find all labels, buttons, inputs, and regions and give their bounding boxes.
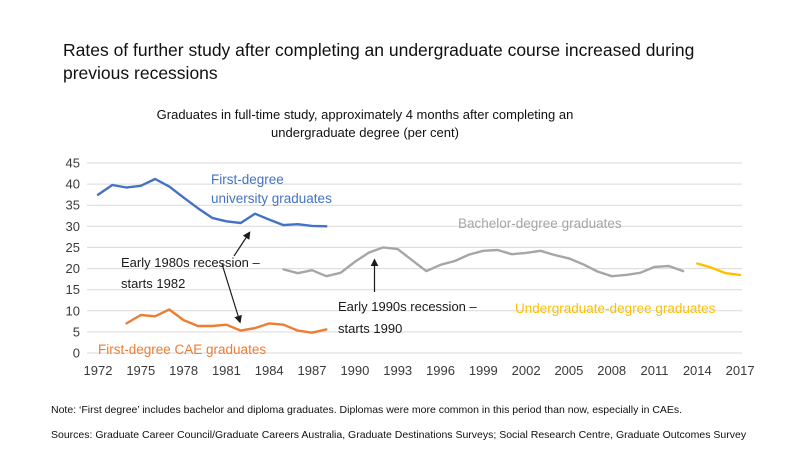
x-tick-label: 1990 bbox=[340, 363, 369, 378]
series-lines bbox=[96, 177, 742, 334]
series-line-first-degree-cae-graduates bbox=[125, 308, 328, 334]
annotation-text-early-1980s-recession: Early 1980s recession – bbox=[121, 255, 261, 270]
series-line-undergraduate-degree-graduates bbox=[696, 262, 742, 277]
annotation-text-early-1990s-recession: starts 1990 bbox=[338, 321, 402, 336]
axis-labels: 0 5 10 15 20 25 30 35 40 45 1972 1975 1978 1981 1984 19… bbox=[66, 156, 755, 379]
x-tick-label: 2002 bbox=[512, 363, 541, 378]
sources-text: Sources: Graduate Career Council/Graduat… bbox=[51, 429, 747, 441]
annotation-text-early-1980s-recession: starts 1982 bbox=[121, 276, 185, 291]
series-labels: First-degree university graduates Bachelor… bbox=[98, 172, 716, 357]
x-tick-label: 1978 bbox=[169, 363, 198, 378]
series-label-first-degree-cae: First-degree CAE graduates bbox=[98, 342, 266, 357]
series-line-first-degree-university-graduates bbox=[96, 177, 328, 228]
chart-subtitle: Graduates in full-time study, approximat… bbox=[156, 107, 574, 140]
annotations: Early 1980s recession – starts 1982 Early … bbox=[121, 231, 478, 336]
x-tick-label: 2008 bbox=[597, 363, 626, 378]
x-tick-label: 2017 bbox=[726, 363, 755, 378]
annotation-text-early-1990s-recession: Early 1990s recession – bbox=[338, 299, 478, 314]
gridlines bbox=[87, 162, 742, 354]
annotation-arrow-early-1980s-recession bbox=[233, 231, 251, 257]
x-tick-label: 2014 bbox=[683, 363, 712, 378]
x-tick-label: 1993 bbox=[383, 363, 412, 378]
y-tick-label: 10 bbox=[66, 303, 80, 318]
page-title: Rates of further study after completing … bbox=[63, 40, 695, 83]
y-tick-label: 0 bbox=[73, 346, 80, 361]
y-tick-label: 35 bbox=[66, 198, 80, 213]
x-tick-label: 1972 bbox=[84, 363, 113, 378]
y-tick-label: 20 bbox=[66, 261, 80, 276]
series-label-first-degree-university: university graduates bbox=[211, 191, 332, 206]
y-tick-label: 15 bbox=[66, 282, 80, 297]
x-tick-label: 1996 bbox=[426, 363, 455, 378]
y-tick-label: 30 bbox=[66, 219, 80, 234]
series-label-bachelor-degree: Bachelor-degree graduates bbox=[458, 216, 622, 231]
note-text: Note: ‘First degree’ includes bachelor a… bbox=[51, 404, 683, 416]
y-tick-label: 5 bbox=[73, 324, 80, 339]
y-tick-label: 45 bbox=[66, 156, 80, 171]
y-tick-label: 25 bbox=[66, 240, 80, 255]
series-label-first-degree-university: First-degree bbox=[211, 172, 284, 187]
x-tick-label: 1975 bbox=[126, 363, 155, 378]
annotation-arrow-early-1980s-recession bbox=[221, 263, 242, 324]
x-tick-label: 2005 bbox=[554, 363, 583, 378]
x-tick-label: 1981 bbox=[212, 363, 241, 378]
series-line-bachelor-degree-graduates bbox=[282, 246, 685, 278]
y-tick-label: 40 bbox=[66, 177, 80, 192]
series-label-undergraduate-degree: Undergraduate-degree graduates bbox=[515, 301, 716, 316]
x-tick-label: 2011 bbox=[641, 363, 669, 378]
x-tick-label: 1987 bbox=[298, 363, 327, 378]
x-tick-label: 1984 bbox=[255, 363, 284, 378]
x-tick-label: 1999 bbox=[469, 363, 498, 378]
